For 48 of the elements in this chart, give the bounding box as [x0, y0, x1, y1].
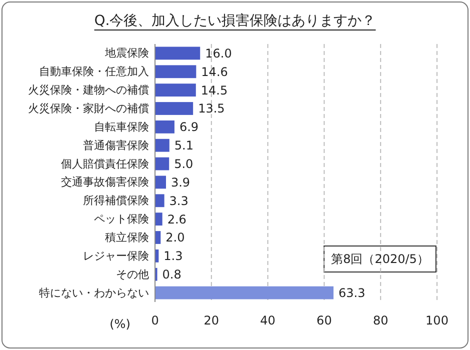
data-label: 6.9	[179, 120, 199, 134]
bar	[155, 194, 164, 208]
x-tick-label: 100	[426, 314, 448, 328]
bar	[155, 84, 196, 97]
data-label: 14.6	[201, 64, 228, 79]
bar	[155, 120, 174, 134]
y-tick-label: 交通事故傷害保険	[61, 176, 149, 189]
x-tick-label: 20	[204, 314, 220, 328]
y-tick-label: 所得補償保険	[83, 194, 149, 208]
bar	[155, 138, 170, 152]
annotation: 第8回（2020/5）	[331, 252, 429, 266]
bar	[155, 157, 170, 170]
bar	[155, 65, 196, 78]
data-label: 0.8	[162, 268, 182, 282]
y-tick-label: その他	[116, 268, 149, 281]
y-tick-label: 普通傷害保険	[83, 138, 149, 152]
bar	[155, 176, 166, 189]
data-label: 2.6	[167, 212, 186, 226]
data-label: 13.5	[198, 102, 225, 116]
bar	[155, 102, 194, 115]
y-tick-label: 積立保険	[105, 231, 149, 244]
data-label: 2.0	[166, 230, 185, 245]
y-tick-label: 個人賠償責任保険	[61, 157, 149, 170]
data-label: 1.3	[164, 249, 183, 264]
x-axis-title: (%)	[110, 317, 130, 331]
data-label: 5.1	[174, 138, 194, 153]
bar	[155, 46, 200, 60]
y-tick-label: 自転車保険	[94, 120, 149, 134]
y-tick-label: 火災保険・家財への補償	[28, 102, 149, 116]
x-tick-label: 0	[151, 314, 159, 328]
data-label: 5.0	[174, 156, 194, 171]
chart-title: Q.今後、加入したい損害保険はありますか？	[94, 13, 376, 29]
data-label: 3.3	[169, 194, 188, 208]
data-label: 3.9	[171, 175, 190, 190]
y-tick-label: ペット保険	[94, 212, 149, 226]
bar	[155, 286, 334, 300]
y-tick-label: 自動車保険・任意加入	[39, 65, 149, 78]
x-tick-label: 40	[260, 314, 276, 328]
x-tick-label: 80	[372, 314, 388, 328]
y-tick-label: 火災保険・建物への補償	[28, 84, 149, 97]
data-label: 63.3	[338, 286, 366, 300]
y-tick-label: レジャー保険	[83, 249, 149, 262]
y-tick-label: 地震保険	[104, 46, 149, 60]
bar	[155, 212, 162, 226]
y-tick-label: 特にない・わからない	[39, 286, 149, 300]
data-label: 16.0	[205, 46, 232, 60]
data-label: 14.5	[200, 83, 228, 98]
x-tick-label: 60	[316, 314, 332, 328]
